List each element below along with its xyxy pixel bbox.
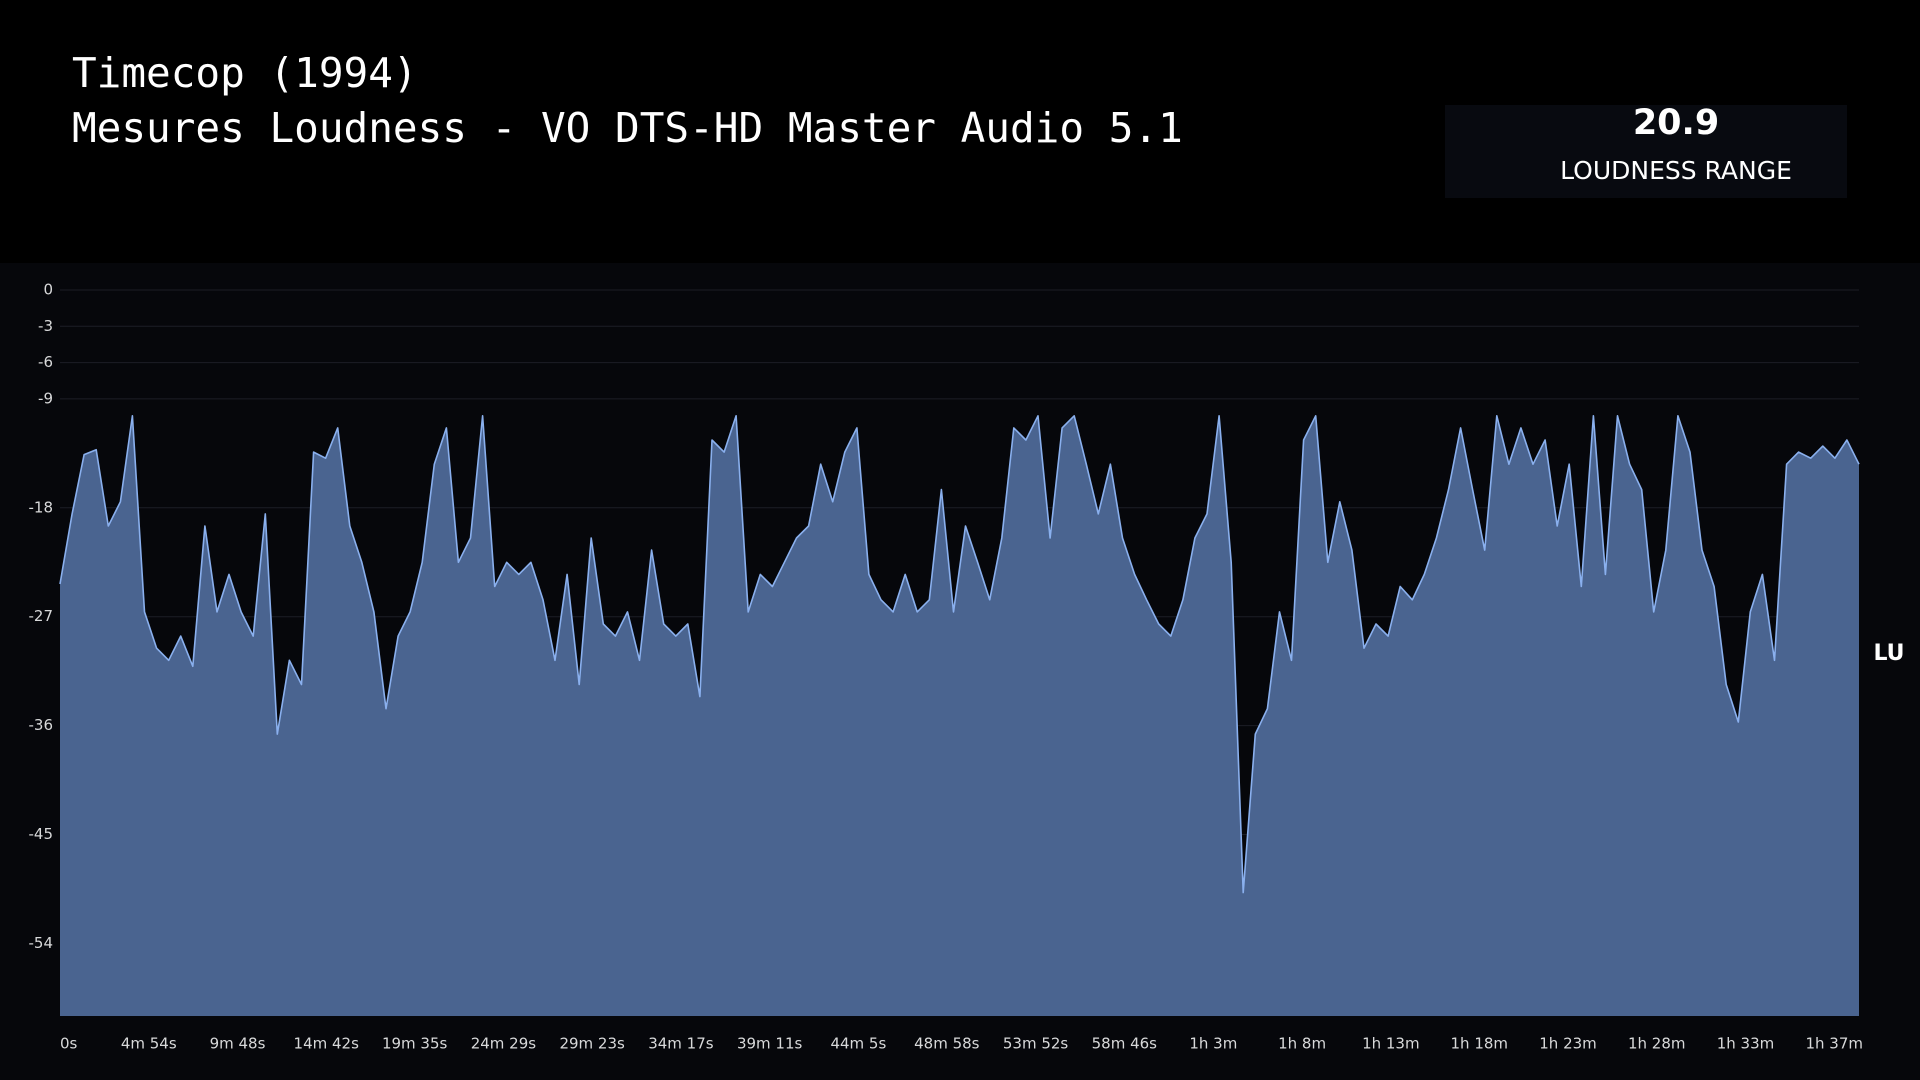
x-tick-label: 1h 33m [1717, 1035, 1775, 1053]
x-tick-label: 1h 23m [1539, 1035, 1597, 1053]
y-axis-label: LU [1873, 641, 1904, 666]
x-tick-label: 34m 17s [648, 1035, 714, 1053]
x-tick-label: 1h 18m [1451, 1035, 1509, 1053]
y-tick-label: -54 [29, 934, 54, 952]
x-tick-label: 1h 13m [1362, 1035, 1420, 1053]
x-tick-label: 24m 29s [471, 1035, 537, 1053]
y-tick-label: -9 [38, 389, 53, 407]
x-tick-label: 1h 37m [1805, 1035, 1863, 1053]
y-tick-label: -36 [29, 716, 54, 734]
chart-subtitle: Mesures Loudness - VO DTS-HD Master Audi… [72, 104, 1183, 152]
x-tick-label: 1h 28m [1628, 1035, 1686, 1053]
area-line [59, 415, 1860, 894]
x-tick-label: 44m 5s [830, 1035, 886, 1053]
stat-panel [1445, 105, 1847, 198]
x-tick-label: 14m 42s [294, 1035, 360, 1053]
y-tick-label: -18 [29, 498, 54, 516]
y-tick-label: -27 [29, 607, 54, 625]
x-tick-label: 1h 3m [1189, 1035, 1237, 1053]
x-tick-label: 53m 52s [1003, 1035, 1069, 1053]
chart-title: Timecop (1994) [72, 49, 418, 97]
x-tick-label: 19m 35s [382, 1035, 448, 1053]
x-tick-label: 48m 58s [914, 1035, 980, 1053]
x-tick-label: 0s [60, 1035, 78, 1053]
x-tick-label: 58m 46s [1092, 1035, 1158, 1053]
x-tick-label: 39m 11s [737, 1035, 803, 1053]
y-tick-label: -6 [38, 353, 53, 371]
x-tick-label: 4m 54s [121, 1035, 177, 1053]
x-tick-label: 29m 23s [559, 1035, 625, 1053]
stat-value: 20.9 [1633, 103, 1719, 143]
stat-label: LOUDNESS RANGE [1560, 156, 1792, 185]
x-tick-label: 9m 48s [210, 1035, 266, 1053]
y-tick-label: -45 [29, 825, 54, 843]
x-tick-label: 1h 8m [1278, 1035, 1326, 1053]
y-tick-label: 0 [43, 281, 53, 299]
y-tick-label: -3 [38, 317, 53, 335]
